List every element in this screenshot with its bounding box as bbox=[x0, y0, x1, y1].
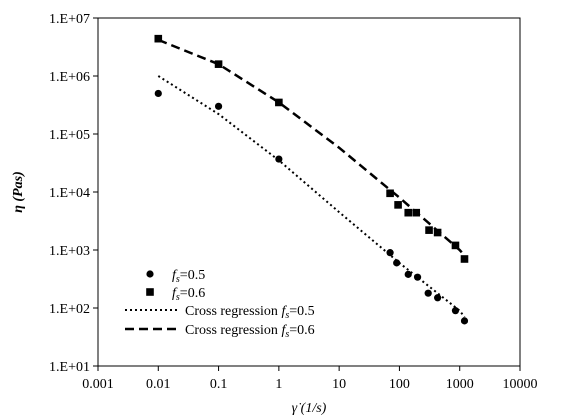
legend-item: fs=0.5 bbox=[146, 268, 205, 285]
legend-label: fs=0.5 bbox=[172, 268, 205, 285]
data-point-square bbox=[394, 201, 402, 209]
y-axis: 1.E+01 1.E+02 1.E+03 1.E+04 1.E+05 1.E+06 1.E+… bbox=[49, 12, 98, 375]
data-point-square bbox=[154, 34, 163, 43]
x-axis-label: γ̇ (1/s) bbox=[292, 401, 327, 416]
legend-square-marker bbox=[146, 288, 154, 296]
data-point-circle bbox=[460, 317, 469, 325]
legend-label: fs=0.6 bbox=[172, 286, 205, 303]
series-1 bbox=[154, 89, 469, 325]
y-tick-label: 1.E+06 bbox=[49, 70, 90, 85]
data-point-circle bbox=[404, 270, 412, 278]
data-point-circle bbox=[393, 259, 401, 267]
y-tick-label: 1.E+01 bbox=[49, 360, 90, 375]
x-tick-label: 10000 bbox=[503, 377, 538, 392]
y-axis-title: η (Pas) bbox=[11, 171, 26, 213]
regression-line bbox=[157, 75, 466, 318]
y-tick-label: 1.E+02 bbox=[49, 302, 90, 317]
regression-line bbox=[157, 38, 466, 257]
y-tick-label: 1.E+05 bbox=[49, 128, 90, 143]
x-tick-label: 10 bbox=[332, 377, 346, 392]
data-point-circle bbox=[434, 294, 442, 302]
data-point-circle bbox=[214, 102, 223, 110]
y-tick-label: 1.E+03 bbox=[49, 244, 90, 259]
x-tick-label: 0.001 bbox=[82, 377, 114, 392]
series-3 bbox=[157, 75, 466, 318]
x-tick-label: 1000 bbox=[446, 377, 474, 392]
y-axis-label: η (Pas) bbox=[11, 171, 26, 213]
y-tick-label: 1.E+04 bbox=[49, 186, 90, 201]
x-axis: 0.001 0.01 0.1 1 10 100 1000 10000 bbox=[82, 366, 538, 392]
legend-label: Cross regression fs=0.6 bbox=[185, 323, 315, 340]
y-tick-label: 1.E+07 bbox=[49, 12, 90, 27]
x-tick-label: 0.1 bbox=[210, 377, 228, 392]
legend-circle-marker bbox=[146, 270, 154, 278]
legend-item: fs=0.6 bbox=[146, 286, 205, 303]
data-point-square bbox=[425, 226, 433, 234]
data-point-circle bbox=[154, 89, 162, 98]
data-point-square bbox=[433, 228, 442, 237]
legend-label: Cross regression fs=0.5 bbox=[185, 304, 315, 321]
data-point-square bbox=[386, 189, 394, 198]
data-point-circle bbox=[451, 307, 460, 315]
series-layer bbox=[154, 34, 469, 325]
data-point-square bbox=[275, 98, 283, 107]
data-point-circle bbox=[386, 249, 394, 257]
x-tick-label: 100 bbox=[389, 377, 410, 392]
x-tick-label: 1 bbox=[275, 377, 282, 392]
legend-item: Cross regression fs=0.5 bbox=[125, 304, 315, 321]
series-2 bbox=[154, 34, 469, 263]
legend-item: Cross regression fs=0.6 bbox=[125, 323, 315, 340]
data-point-square bbox=[451, 241, 460, 250]
data-point-square bbox=[404, 208, 413, 217]
data-point-circle bbox=[275, 155, 283, 163]
data-point-square bbox=[460, 255, 469, 263]
series-4 bbox=[157, 38, 466, 257]
x-tick-label: 0.01 bbox=[146, 377, 171, 392]
data-point-circle bbox=[424, 289, 432, 297]
